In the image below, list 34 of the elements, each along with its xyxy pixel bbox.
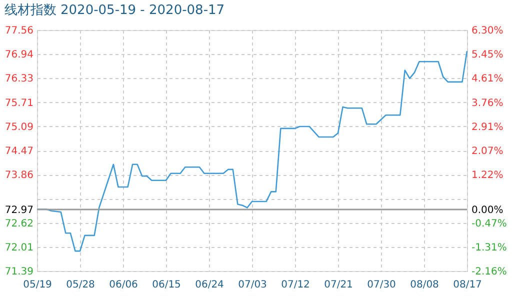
x-tick-label: 08/08 <box>410 280 439 290</box>
y2-tick-label: 2.07% <box>472 146 504 157</box>
y2-tick-label: -0.47% <box>472 218 507 230</box>
y-tick-label: 72.01 <box>4 242 34 254</box>
y2-tick-label: 1.22% <box>472 170 504 182</box>
x-tick-label: 07/30 <box>367 280 396 290</box>
x-tick-label: 05/19 <box>23 280 52 290</box>
x-tick-label: 06/06 <box>109 280 138 290</box>
y2-tick-label: 3.76% <box>472 98 504 109</box>
y2-tick-label: -2.16% <box>472 266 507 278</box>
y-tick-label: 76.33 <box>4 74 34 85</box>
y-tick-label: 75.09 <box>4 122 34 133</box>
x-tick-label: 07/21 <box>324 280 353 290</box>
y2-tick-label: 2.91% <box>472 122 504 134</box>
y2-tick-label: 5.45% <box>472 50 504 61</box>
x-tick-label: 07/12 <box>281 280 310 290</box>
x-tick-label: 06/15 <box>152 280 181 290</box>
y-tick-label: 73.86 <box>4 170 34 182</box>
x-tick-label: 06/24 <box>195 280 224 290</box>
chart-title: 线材指数 2020-05-19 - 2020-08-17 <box>4 3 225 18</box>
y2-tick-label: 4.61% <box>472 74 504 85</box>
y-tick-label: 77.56 <box>4 26 34 36</box>
y-tick-label: 76.94 <box>4 50 34 61</box>
y-tick-label: 74.47 <box>4 146 34 158</box>
y-tick-label: 71.39 <box>4 266 34 278</box>
x-tick-label: 07/03 <box>238 280 267 290</box>
y2-tick-label: 0.00% <box>472 204 504 216</box>
x-tick-label: 08/17 <box>453 280 482 290</box>
y2-tick-label: -1.31% <box>472 242 507 254</box>
y-tick-label: 72.62 <box>4 218 34 230</box>
y-tick-label: 75.71 <box>4 98 34 109</box>
y-tick-label: 72.97 <box>4 204 34 216</box>
x-tick-label: 05/28 <box>66 280 95 290</box>
y2-tick-label: 6.30% <box>472 26 504 36</box>
